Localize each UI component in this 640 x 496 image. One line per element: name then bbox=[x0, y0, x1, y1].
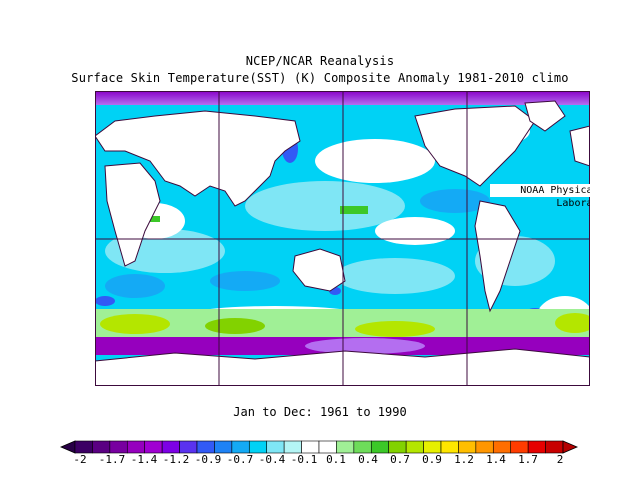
map-frame bbox=[95, 91, 590, 386]
colorbar-swatch bbox=[179, 440, 198, 454]
colorbar-swatch bbox=[283, 440, 302, 454]
colorbar-swatch bbox=[126, 440, 146, 454]
colorbar-swatch bbox=[301, 440, 320, 454]
anomaly-map: NOAA Physical Sciences Laboratory bbox=[95, 91, 590, 386]
colorbar-tick-label: -0.1 bbox=[290, 453, 318, 466]
colorbar-swatch bbox=[353, 440, 372, 454]
colorbar-swatch bbox=[405, 440, 424, 454]
colorbar-tick-label: 1.4 bbox=[486, 453, 506, 466]
colorbar-tick-label: -0.7 bbox=[226, 453, 254, 466]
colorbar-tick-label: 0.4 bbox=[358, 453, 378, 466]
colorbar-tick-label: 0.9 bbox=[422, 453, 442, 466]
colorbar-swatch bbox=[336, 440, 355, 454]
colorbar-swatch bbox=[423, 440, 442, 454]
map-svg bbox=[95, 91, 590, 386]
colorbar-swatch bbox=[527, 440, 546, 454]
colorbar-tick-label: -0.4 bbox=[258, 453, 286, 466]
colorbar-swatch bbox=[144, 440, 163, 454]
land-masses bbox=[95, 100, 590, 386]
colorbar-swatch bbox=[475, 440, 494, 454]
colorbar-tick-label: 1.2 bbox=[454, 453, 474, 466]
colorbar-tick-label: 2 bbox=[556, 453, 564, 466]
colorbar bbox=[59, 440, 579, 454]
chart-subtitle: Surface Skin Temperature(SST) (K) Compos… bbox=[71, 71, 569, 85]
colorbar-swatch bbox=[318, 440, 337, 454]
colorbar-swatch bbox=[458, 440, 477, 454]
colorbar-swatch bbox=[231, 440, 250, 454]
colorbar-swatch bbox=[510, 440, 529, 454]
colorbar-swatch bbox=[266, 440, 285, 454]
colorbar-swatch bbox=[161, 440, 180, 454]
colorbar-tick-label: 0.1 bbox=[326, 453, 346, 466]
colorbar-swatch bbox=[109, 440, 128, 454]
graticule bbox=[95, 91, 590, 386]
colorbar-below-arrow bbox=[59, 440, 76, 454]
moderate-negative-patches bbox=[105, 189, 490, 298]
colorbar-tick-label: -1.2 bbox=[162, 453, 190, 466]
colorbar-tick-label: -2 bbox=[73, 453, 87, 466]
colorbar-swatch bbox=[440, 440, 459, 454]
colorbar-tick-label: 1.7 bbox=[518, 453, 538, 466]
colorbar-swatch bbox=[545, 440, 564, 454]
colorbar-labels: -2 -1.7 -1.4 -1.2 -0.9 -0.7 -0.4 -0.1 0.1 0.4 0.7 0… bbox=[0, 453, 640, 469]
colorbar-swatch bbox=[214, 440, 233, 454]
time-period: Jan to Dec: 1961 to 1990 bbox=[233, 405, 407, 419]
colorbar-swatch bbox=[388, 440, 407, 454]
colorbar-swatch bbox=[370, 440, 390, 454]
colorbar-swatch bbox=[248, 440, 268, 454]
colorbar-swatch bbox=[92, 440, 111, 454]
colorbar-swatch bbox=[492, 440, 512, 454]
credit-label: NOAA Physical Sciences Laboratory bbox=[490, 184, 590, 209]
colorbar-above-arrow bbox=[562, 440, 579, 454]
chart-title: NCEP/NCAR Reanalysis bbox=[245, 54, 395, 68]
colorbar-tick-label: 0.7 bbox=[390, 453, 410, 466]
colorbar-swatch bbox=[196, 440, 215, 454]
colorbar-tick-label: -1.4 bbox=[130, 453, 158, 466]
colorbar-tick-label: -1.7 bbox=[98, 453, 126, 466]
colorbar-swatch bbox=[74, 440, 93, 454]
colorbar-tick-label: -0.9 bbox=[194, 453, 222, 466]
